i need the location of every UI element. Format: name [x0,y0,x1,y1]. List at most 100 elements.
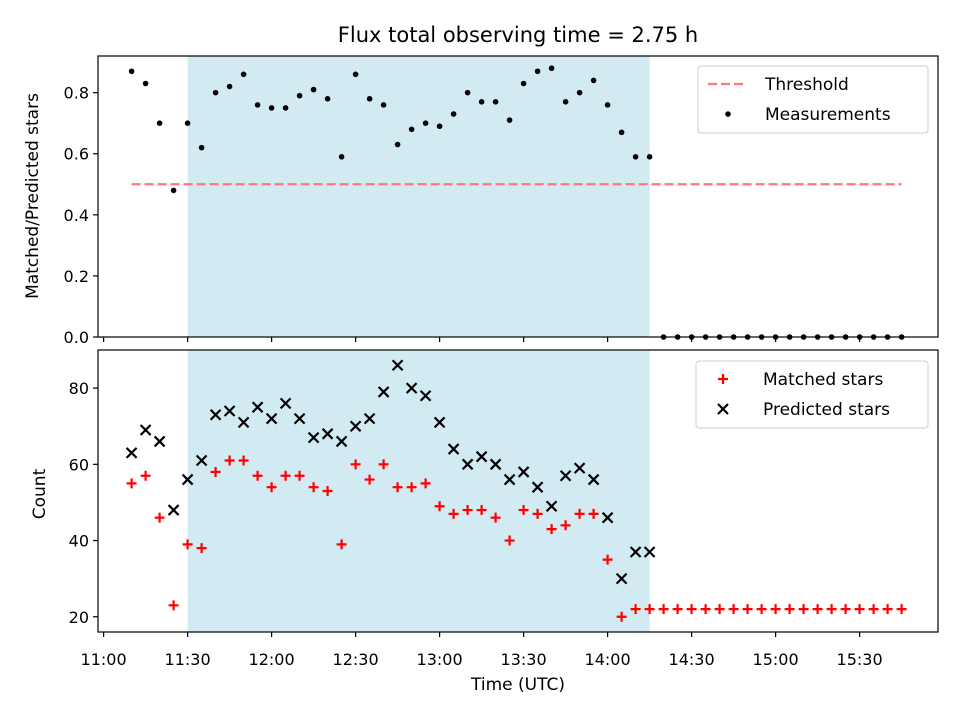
measurement-point [422,120,429,126]
predicted-star-point [307,431,320,444]
measurement-point [184,120,191,126]
legend-box [695,360,929,429]
x-tick-label: 14:30 [669,650,715,669]
predicted-star-point [321,428,334,440]
matched-star-point [476,505,487,516]
matched-star-point [252,470,263,481]
predicted-star-point [545,500,558,513]
matched-star-point [700,604,711,615]
matched-star-point [728,604,739,615]
predicted-star-point [265,412,278,425]
matched-star-point [490,512,501,523]
measurement-point [142,80,149,87]
matched-star-point [266,482,277,493]
matched-star-point [812,604,823,615]
matched-star-point [154,512,165,523]
y-tick-label: 40 [69,532,89,551]
measurement-point [254,102,261,108]
matched-star-point [224,455,235,466]
predicted-star-point [391,359,404,372]
legend-matched-swatch [718,374,728,384]
measurement-point [604,102,611,108]
predicted-star-point [237,416,250,429]
predicted-star-point [223,405,236,417]
y-tick-label: 80 [69,379,89,398]
measurement-point [128,68,135,75]
x-tick-label: 12:00 [249,650,295,669]
measurement-point [170,187,177,194]
predicted-star-point [573,462,586,474]
x-tick-label: 11:30 [165,650,211,669]
matched-star-point [574,508,585,519]
predicted-star-point [335,435,348,448]
matched-star-point [322,486,333,496]
legend-predicted-swatch [717,403,729,415]
matched-star-point [560,520,571,531]
x-tick-label: 12:30 [333,650,379,669]
matched-star-point [140,470,151,481]
legend-label: Predicted stars [763,400,890,420]
matched-star-point [882,604,893,615]
legend: Matched stars Predicted stars [695,360,929,429]
predicted-star-point [167,504,180,516]
matched-star-point [518,505,529,516]
matched-star-point [546,524,557,535]
matched-star-point [798,604,809,615]
bottom-panel: 20 40 60 80 Matched stars Predicted stars [69,349,939,637]
matched-star-point [196,543,207,554]
measurement-point [562,99,569,105]
y-tick-label: 0.2 [64,267,89,286]
measurement-point [380,102,387,108]
measurement-point [282,105,289,111]
legend-label: Threshold [764,75,849,95]
predicted-star-point [559,469,572,482]
matched-star-point [406,482,417,493]
predicted-star-point [615,572,628,585]
measurement-point [338,153,345,160]
matched-star-point [532,508,543,519]
measurement-point [646,153,653,160]
observing-window-span [187,56,650,337]
bottom-y-axis-label: Count [30,468,50,519]
measurement-point [590,77,597,84]
y-tick-label: 0.0 [64,328,89,347]
predicted-star-point [209,409,222,421]
predicted-star-point [629,546,642,558]
predicted-star-point [251,401,264,413]
measurement-point [324,95,331,102]
x-tick-label: 14:00 [585,650,631,669]
observing-window-span [187,350,650,632]
predicted-star-point [293,412,306,425]
measurement-point [156,120,163,126]
matched-star-point [420,478,431,489]
matched-star-point [630,604,641,615]
y-tick-label: 0.6 [64,145,89,164]
matched-star-point [826,604,837,615]
predicted-star-point [433,416,446,429]
matched-star-point [336,539,347,550]
predicted-star-point [643,546,656,558]
matched-star-point [770,604,781,615]
matched-star-point [168,600,179,611]
predicted-star-point [475,450,488,463]
predicted-star-point [447,443,460,455]
measurement-point [534,68,541,75]
measurement-point [296,92,303,99]
measurement-point [394,141,401,148]
predicted-star-point [405,382,418,394]
y-tick-label: 0.8 [64,84,89,103]
measurement-point [618,129,625,136]
measurement-point [576,89,583,96]
measurement-point [520,80,527,87]
matched-star-point [896,604,907,615]
matched-star-point [854,604,865,615]
matched-star-point [840,604,851,615]
matched-star-point [378,459,389,470]
predicted-star-point [377,386,390,398]
top-panel: 0.0 0.2 0.4 0.6 0.8 Threshold Measurements [64,55,939,347]
predicted-star-point [195,454,208,467]
measurement-point [492,99,499,105]
y-tick-label: 0.4 [64,206,89,225]
matched-star-point [672,604,683,615]
